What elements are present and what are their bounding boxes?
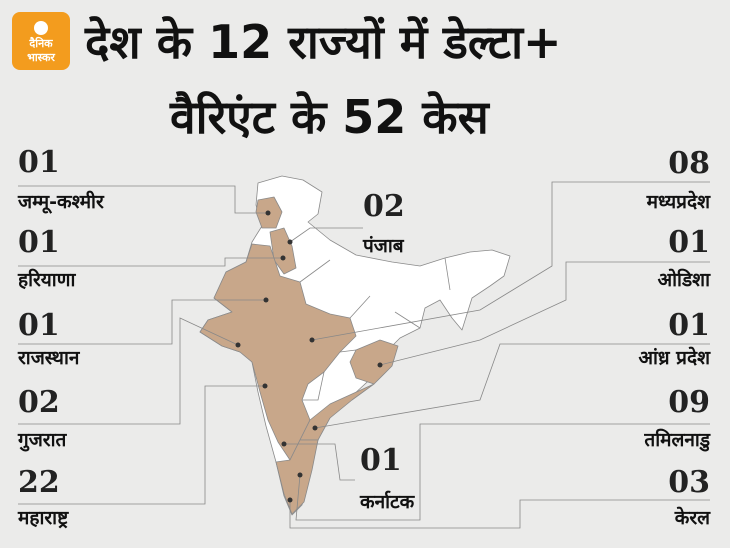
logo-text: भास्कर <box>27 51 55 64</box>
state-dot <box>309 337 315 343</box>
case-count: 03 <box>668 465 710 500</box>
india-map <box>199 175 511 516</box>
case-count: 01 <box>668 308 710 343</box>
title: देश के 12 राज्यों में डेल्टा+ <box>84 15 562 69</box>
state-name: राजस्थान <box>17 347 81 369</box>
state-dot <box>235 342 241 348</box>
case-count: 01 <box>18 308 60 343</box>
state-dot <box>287 239 293 245</box>
labels: 01 जम्मू-कश्मीर 01 हरियाणा 01 राजस्थान 02 गुजरा… <box>17 145 711 529</box>
leader-line <box>289 499 710 529</box>
state-dot <box>263 297 269 303</box>
state-name: जम्मू-कश्मीर <box>17 190 105 214</box>
state-dot <box>265 210 271 216</box>
state-dot <box>280 255 286 261</box>
state-name: महाराष्ट्र <box>17 507 69 529</box>
state-border <box>299 257 451 401</box>
state-south <box>275 439 319 515</box>
case-count: 01 <box>668 225 710 260</box>
state-name: पंजाब <box>362 235 405 257</box>
state-odisha <box>349 339 399 385</box>
leader-line <box>18 185 268 214</box>
case-count: 02 <box>18 385 60 420</box>
state-dot <box>377 362 383 368</box>
state-name: ओडिशा <box>658 268 711 291</box>
leader-line <box>18 317 239 425</box>
logo-sun <box>34 21 48 35</box>
leader-line <box>311 181 710 341</box>
leader-line <box>289 227 363 243</box>
logo-badge <box>12 12 70 70</box>
title: वैरिएंट के 52 केस <box>169 90 491 144</box>
case-count: 09 <box>668 385 710 420</box>
state-name: मध्यप्रदेश <box>646 190 711 213</box>
logo-text: दैनिक <box>28 36 53 50</box>
case-count: 01 <box>360 443 402 478</box>
leader-line <box>18 299 266 345</box>
state-name: कर्नाटक <box>359 490 416 513</box>
state-name: तमिलनाडु <box>643 428 710 452</box>
state-dot <box>287 497 293 503</box>
case-count: 02 <box>363 189 405 224</box>
leader-line <box>295 423 710 521</box>
state-name: हरियाणा <box>17 268 76 291</box>
state-name: गुजरात <box>17 429 67 452</box>
leader-line <box>284 443 355 481</box>
logo: दैनिक भास्कर <box>12 12 70 70</box>
state-dot <box>297 472 303 478</box>
state-dot <box>312 425 318 431</box>
state-dot <box>262 383 268 389</box>
leader-line <box>18 257 283 267</box>
case-count: 01 <box>18 145 60 180</box>
case-count: 01 <box>18 225 60 260</box>
leader-line <box>18 385 265 505</box>
state-name: आंध्र प्रदेश <box>638 346 711 369</box>
state-dot <box>281 441 287 447</box>
case-count: 22 <box>18 465 60 500</box>
leader-line <box>379 261 710 366</box>
state-name: केरल <box>674 506 711 529</box>
case-count: 08 <box>668 146 710 181</box>
leader-line <box>314 343 710 429</box>
